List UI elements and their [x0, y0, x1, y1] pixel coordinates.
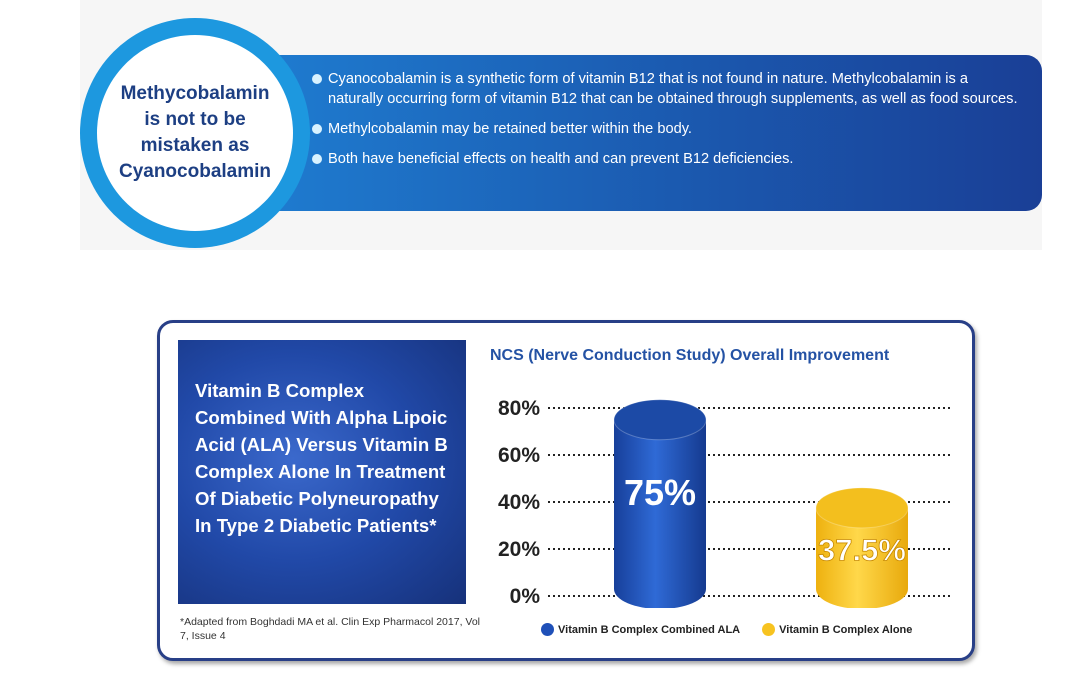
- bullet-dot-icon: [312, 124, 322, 134]
- bullet-text: Methylcobalamin may be retained better w…: [328, 121, 692, 137]
- bullet-dot-icon: [312, 154, 322, 164]
- study-footnote: *Adapted from Boghdadi MA et al. Clin Ex…: [180, 616, 481, 642]
- legend-swatch: [762, 623, 776, 636]
- bar-value-label: 75%: [624, 472, 696, 513]
- headline-text: Methycobalamin is not to be mistaken as …: [110, 81, 280, 185]
- bullet-text: Cyanocobalamin is a synthetic form of vi…: [328, 71, 1018, 107]
- chart-title: NCS (Nerve Conduction Study) Overall Imp…: [490, 347, 890, 364]
- bullet-item: Both have beneficial effects on health a…: [312, 149, 1024, 169]
- headline-line: Cyanocobalamin: [118, 161, 272, 182]
- study-title: Vitamin B Complex Combined With Alpha Li…: [195, 380, 448, 536]
- y-tick-label: 20%: [498, 538, 540, 561]
- headline-circle-inner: Methycobalamin is not to be mistaken as …: [97, 35, 293, 231]
- legend-swatch: [541, 623, 554, 636]
- bullet-item: Cyanocobalamin is a synthetic form of vi…: [312, 69, 1024, 109]
- bar-top: [815, 487, 909, 529]
- legend-label: Vitamin B Complex Alone: [779, 623, 913, 636]
- study-title-box: Vitamin B Complex Combined With Alpha Li…: [178, 340, 466, 604]
- legend-item-combined: Vitamin B Complex Combined ALA: [541, 623, 740, 636]
- y-tick-label: 40%: [498, 491, 540, 514]
- legend-label: Vitamin B Complex Combined ALA: [558, 623, 741, 636]
- bar-base: [816, 569, 908, 608]
- y-tick-label: 80%: [498, 397, 540, 420]
- headline-circle: Methycobalamin is not to be mistaken as …: [80, 18, 310, 248]
- bar-value-label: 37.5%: [818, 532, 906, 567]
- bar-top: [613, 399, 707, 441]
- study-card: Vitamin B Complex Combined With Alpha Li…: [157, 320, 975, 661]
- bar-chart: 0% 20% 40% 60% 80% 75% 37.5%: [498, 397, 950, 608]
- bullet-dot-icon: [312, 74, 322, 84]
- legend-item-alone: Vitamin B Complex Alone: [762, 623, 912, 636]
- info-banner: [222, 55, 1042, 211]
- bullet-list: Cyanocobalamin is a synthetic form of vi…: [312, 69, 1024, 179]
- bullet-item: Methylcobalamin may be retained better w…: [312, 119, 1024, 139]
- y-tick-label: 0%: [510, 585, 541, 608]
- bar: [614, 419, 706, 589]
- y-tick-label: 60%: [498, 444, 540, 467]
- headline-line: is not to be: [144, 109, 246, 130]
- bullet-text: Both have beneficial effects on health a…: [328, 151, 794, 167]
- headline-line: mistaken as: [140, 135, 250, 156]
- bar-base: [614, 569, 706, 608]
- headline-line: Methycobalamin: [120, 83, 270, 104]
- chart-legend: Vitamin B Complex Combined ALA Vitamin B…: [541, 623, 934, 636]
